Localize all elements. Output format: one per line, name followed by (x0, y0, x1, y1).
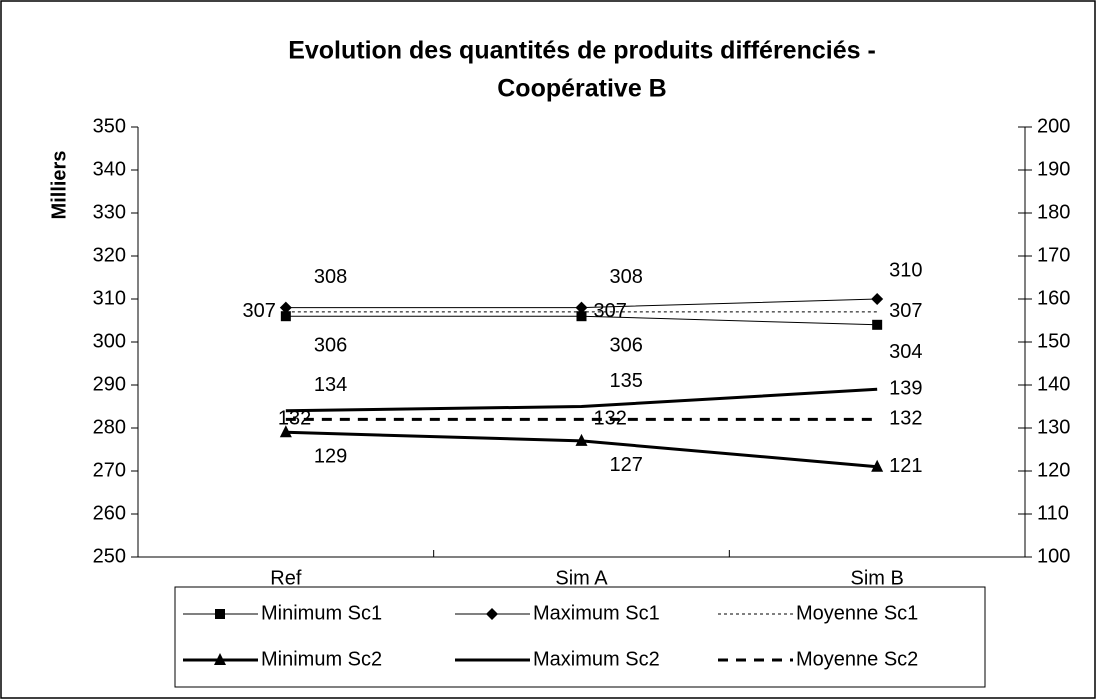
y2-tick-label: 150 (1037, 330, 1070, 352)
series-line (285, 387, 878, 413)
x-tick-label: Sim B (850, 567, 903, 589)
x-tick-label: Sim A (555, 567, 608, 589)
legend-marker (486, 608, 498, 620)
y-tick-label: 300 (93, 330, 126, 352)
data-label: 121 (889, 455, 922, 477)
chart-title: Coopérative B (497, 75, 666, 103)
marker (279, 301, 292, 314)
data-label: 132 (278, 408, 311, 430)
y-tick-label: 290 (93, 373, 126, 395)
data-label: 132 (889, 408, 922, 430)
data-label: 135 (610, 370, 643, 392)
y2-tick-label: 140 (1037, 373, 1070, 395)
y2-tick-label: 170 (1037, 244, 1070, 266)
data-label: 306 (610, 334, 643, 356)
data-label: 310 (889, 259, 922, 281)
data-label: 134 (314, 374, 347, 396)
data-label: 308 (610, 266, 643, 288)
legend-label: Maximum Sc1 (533, 602, 660, 624)
legend-marker (214, 653, 226, 665)
data-label: 304 (889, 341, 922, 363)
marker (576, 311, 587, 322)
y2-tick-label: 110 (1037, 502, 1069, 524)
y-tick-label: 320 (93, 244, 126, 266)
data-label: 127 (610, 454, 643, 476)
marker (871, 459, 884, 472)
chart-title: Evolution des quantités de produits diff… (288, 37, 876, 65)
y2-tick-label: 190 (1037, 158, 1070, 180)
data-label: 308 (314, 266, 347, 288)
legend-label: Moyenne Sc2 (796, 648, 918, 670)
legend-box (174, 586, 986, 688)
y2-tick-label: 200 (1037, 115, 1070, 137)
marker (279, 425, 292, 438)
data-label: 306 (314, 334, 347, 356)
y-tick-label: 280 (93, 416, 126, 438)
legend-label: Minimum Sc2 (261, 648, 382, 670)
data-label: 132 (594, 408, 627, 430)
data-label: 307 (889, 300, 922, 322)
legend-marker (215, 609, 225, 619)
y-tick-label: 270 (93, 459, 126, 481)
y2-tick-label: 120 (1037, 459, 1070, 481)
y-axis-title: Milliers (48, 151, 70, 220)
y2-tick-label: 130 (1037, 416, 1070, 438)
y2-tick-label: 160 (1037, 287, 1070, 309)
y-tick-label: 310 (93, 287, 126, 309)
marker (280, 311, 291, 322)
y-tick-label: 340 (93, 158, 126, 180)
data-label: 307 (242, 300, 275, 322)
marker (872, 319, 883, 330)
data-label: 129 (314, 446, 347, 468)
y-tick-label: 260 (93, 502, 126, 524)
y-tick-label: 330 (93, 201, 126, 223)
y-tick-label: 250 (93, 545, 126, 567)
y-tick-label: 350 (93, 115, 126, 137)
marker (575, 433, 588, 446)
legend-label: Maximum Sc2 (533, 648, 660, 670)
marker (871, 293, 884, 305)
legend-label: Minimum Sc1 (261, 602, 382, 624)
legend-label: Moyenne Sc1 (796, 602, 918, 624)
marker (575, 301, 588, 314)
x-tick-label: Ref (270, 567, 302, 589)
data-label: 307 (594, 300, 627, 322)
data-label: 139 (889, 378, 922, 400)
y2-tick-label: 100 (1037, 545, 1070, 567)
y2-tick-label: 180 (1037, 201, 1070, 223)
